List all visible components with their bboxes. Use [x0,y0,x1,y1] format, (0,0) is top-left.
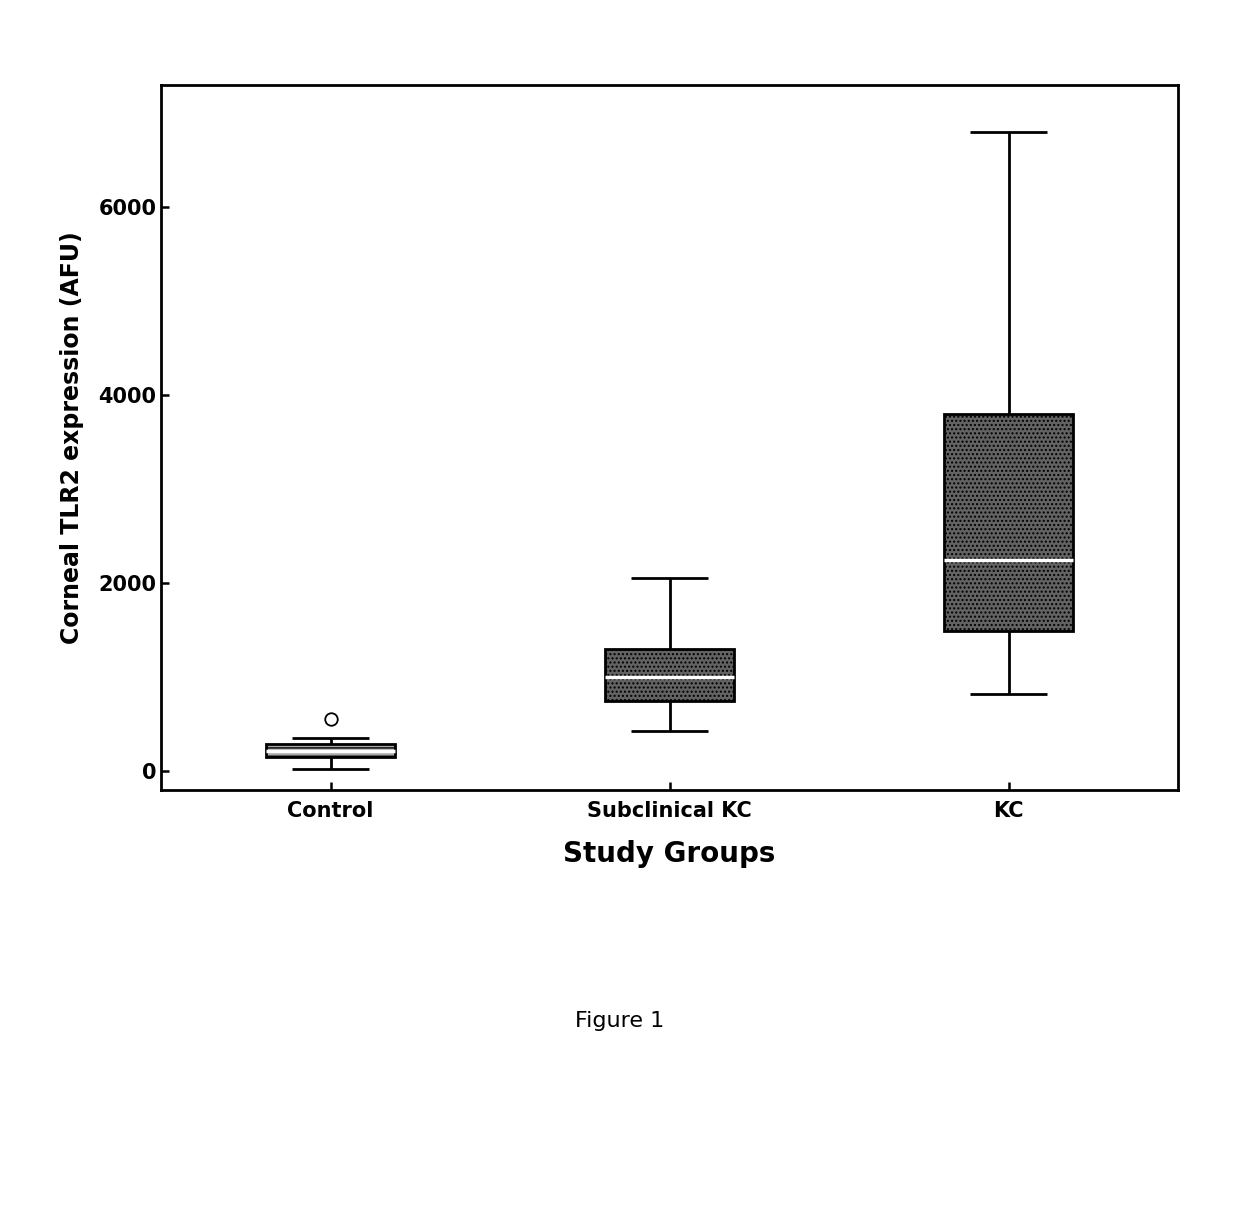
Bar [267,744,396,757]
Bar [944,414,1073,631]
Bar [944,414,1073,631]
Bar [605,649,734,701]
Text: Figure 1: Figure 1 [575,1011,665,1030]
Bar [267,744,396,757]
Bar [605,649,734,701]
Y-axis label: Corneal TLR2 expression (AFU): Corneal TLR2 expression (AFU) [61,231,84,644]
X-axis label: Study Groups: Study Groups [563,841,776,869]
